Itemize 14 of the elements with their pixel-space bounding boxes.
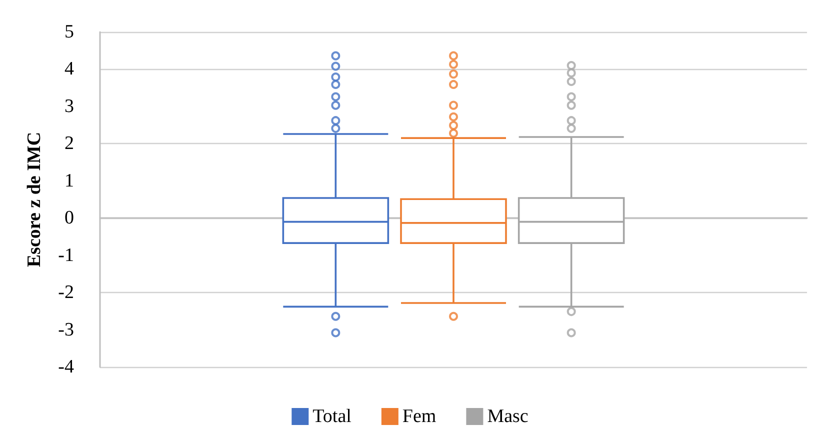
y-tick-label: -4 <box>58 356 74 378</box>
y-tick-label: 2 <box>64 133 74 154</box>
legend-label: Total <box>312 406 352 427</box>
legend-label: Fem <box>402 406 436 427</box>
legend-label: Masc <box>487 406 528 427</box>
y-axis-title: Escore z de IMC <box>24 132 45 268</box>
y-tick-label: -2 <box>58 282 74 304</box>
y-tick-label: 3 <box>64 96 74 117</box>
y-tick-label: 4 <box>64 58 74 80</box>
y-tick-label: 0 <box>64 208 74 229</box>
y-tick-label: 5 <box>64 22 74 42</box>
y-tick-label: 1 <box>64 170 74 192</box>
y-tick-label: -1 <box>58 244 74 266</box>
y-tick-label: -3 <box>58 319 74 340</box>
